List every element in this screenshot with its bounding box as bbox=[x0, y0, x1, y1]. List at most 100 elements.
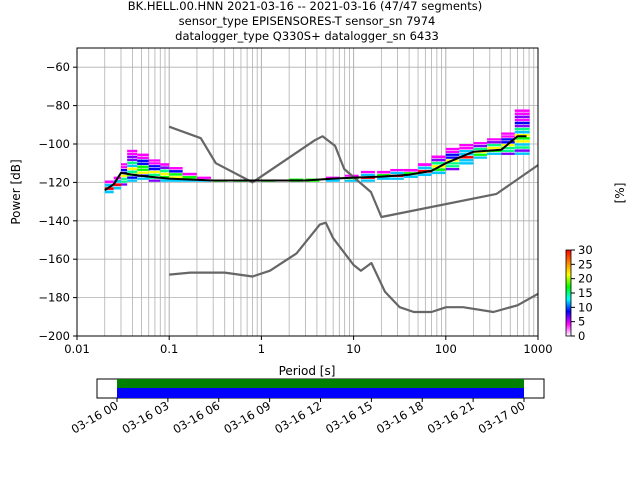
heatmap-cell bbox=[445, 156, 460, 159]
heatmap-cell bbox=[487, 141, 502, 144]
heatmap-cell bbox=[160, 166, 170, 169]
colorbar-tick-label: 25 bbox=[578, 257, 593, 271]
title-line-3: datalogger_type Q330S+ datalogger_sn 643… bbox=[175, 29, 439, 43]
plot-frame bbox=[76, 47, 539, 337]
heatmap-cell bbox=[182, 172, 197, 176]
heatmap-cell bbox=[360, 173, 375, 177]
heatmap-cell bbox=[104, 190, 114, 194]
heatmap-cell bbox=[148, 170, 161, 174]
heatmap-cell bbox=[390, 171, 404, 175]
y-axis-ticks: −60 −80 −100 −120 −140 −160 −180 −200 bbox=[38, 60, 77, 343]
heatmap-cell bbox=[137, 153, 149, 156]
heatmap-cell bbox=[160, 172, 170, 176]
colorbar-tick-label: 5 bbox=[578, 315, 585, 329]
heatmap-cell bbox=[501, 152, 515, 155]
heatmap-cell bbox=[523, 130, 530, 134]
mode-line bbox=[104, 135, 527, 191]
heatmap-cell bbox=[523, 115, 530, 119]
heatmap-cell bbox=[120, 166, 128, 169]
colorbar-tick-label: 20 bbox=[578, 272, 593, 286]
heatmap-cell bbox=[445, 147, 460, 151]
heatmap-cell bbox=[514, 115, 524, 119]
y-tick-label: −140 bbox=[38, 214, 70, 228]
timeline: 03-16 00 03-16 03 03-16 06 03-16 09 03-16 12… bbox=[69, 378, 545, 436]
heatmap-cell bbox=[113, 183, 121, 187]
heatmap-cell bbox=[120, 174, 128, 177]
heatmap-cell bbox=[418, 173, 432, 177]
heatmap-cell bbox=[104, 187, 114, 190]
y-tick-label: −100 bbox=[38, 137, 70, 151]
heatmap-cell bbox=[459, 144, 474, 147]
timeline-tick-label: 03-16 18 bbox=[374, 398, 426, 436]
heatmap-cell bbox=[431, 168, 446, 171]
heatmap-cell bbox=[120, 168, 128, 172]
heatmap-cell bbox=[137, 162, 149, 165]
y-tick-label: −180 bbox=[38, 291, 70, 305]
heatmap-cell bbox=[431, 158, 446, 162]
plot-background bbox=[77, 48, 538, 336]
heatmap-cell bbox=[127, 170, 138, 173]
heatmap-cell bbox=[148, 159, 161, 162]
heatmap-cell bbox=[445, 153, 460, 156]
heatmap-cell bbox=[325, 179, 340, 182]
heatmap-cell bbox=[431, 161, 446, 165]
heatmap-cell bbox=[501, 135, 515, 138]
heatmap-cell bbox=[473, 142, 488, 145]
heatmap-cell bbox=[127, 158, 138, 162]
heatmap-cell bbox=[514, 134, 524, 137]
y-tick-label: −160 bbox=[38, 252, 70, 266]
heatmap-cell bbox=[523, 137, 530, 140]
heatmap-cell bbox=[137, 168, 149, 171]
heatmap-cell bbox=[360, 170, 375, 174]
noise-model-curves bbox=[104, 125, 539, 314]
x-tick-label: 0.1 bbox=[160, 342, 178, 356]
new-low-noise-model-line bbox=[169, 221, 539, 314]
heatmap-cell bbox=[127, 176, 138, 179]
heatmap-cell bbox=[501, 138, 515, 141]
heatmap-cell bbox=[390, 168, 404, 172]
timeline-tick-label: 03-16 00 bbox=[69, 398, 121, 436]
heatmap-cell bbox=[445, 150, 460, 153]
heatmap-cell bbox=[514, 127, 524, 131]
timeline-tick-label: 03-16 03 bbox=[120, 398, 172, 436]
heatmap-cell bbox=[148, 165, 161, 168]
title-line-1: BK.HELL.00.HNN 2021-03-16 -- 2021-03-16 … bbox=[128, 0, 482, 13]
heatmap-cell bbox=[487, 138, 502, 141]
heatmap-cell bbox=[169, 170, 183, 173]
colorbar-gradient bbox=[565, 249, 572, 337]
heatmap-cell bbox=[137, 165, 149, 168]
timeline-tick-label: 03-17 00 bbox=[476, 398, 528, 436]
psd-coverage-bar bbox=[117, 388, 524, 398]
heatmap-cell bbox=[523, 134, 530, 137]
heatmap-cell bbox=[459, 147, 474, 150]
heatmap-cell bbox=[127, 167, 138, 170]
timeline-tick-label: 03-16 06 bbox=[170, 398, 222, 436]
heatmap-cell bbox=[514, 118, 524, 122]
heatmap-cell bbox=[473, 144, 488, 148]
timeline-ticks: 03-16 00 03-16 03 03-16 06 03-16 09 03-16 12… bbox=[69, 398, 528, 436]
title-line-2: sensor_type EPISENSORES-T sensor_sn 7974 bbox=[179, 14, 436, 28]
heatmap-cell bbox=[487, 146, 502, 150]
heatmap-cell bbox=[403, 175, 418, 178]
heatmap-cell bbox=[501, 149, 515, 153]
x-tick-label: 100 bbox=[435, 342, 457, 356]
y-tick-label: −80 bbox=[46, 99, 70, 113]
heatmap-cell bbox=[514, 109, 524, 112]
colorbar-tick-label: 0 bbox=[578, 329, 585, 343]
heatmap-cell bbox=[431, 155, 446, 159]
heatmap-cell bbox=[182, 179, 197, 182]
heatmap-cell bbox=[514, 152, 524, 155]
heatmap-cell bbox=[523, 127, 530, 131]
heatmap-cell bbox=[514, 124, 524, 128]
heatmap-cell bbox=[514, 140, 524, 143]
heatmap-cell bbox=[473, 156, 488, 159]
heatmap-cell bbox=[473, 153, 488, 156]
heatmap-cell bbox=[113, 186, 121, 190]
new-high-noise-model-line bbox=[168, 125, 539, 219]
heatmap-cell bbox=[137, 177, 149, 180]
heatmap-cell bbox=[137, 159, 149, 162]
heatmap-cell bbox=[445, 168, 460, 171]
heatmap-cell bbox=[160, 169, 170, 173]
heatmap-cell bbox=[514, 121, 524, 125]
